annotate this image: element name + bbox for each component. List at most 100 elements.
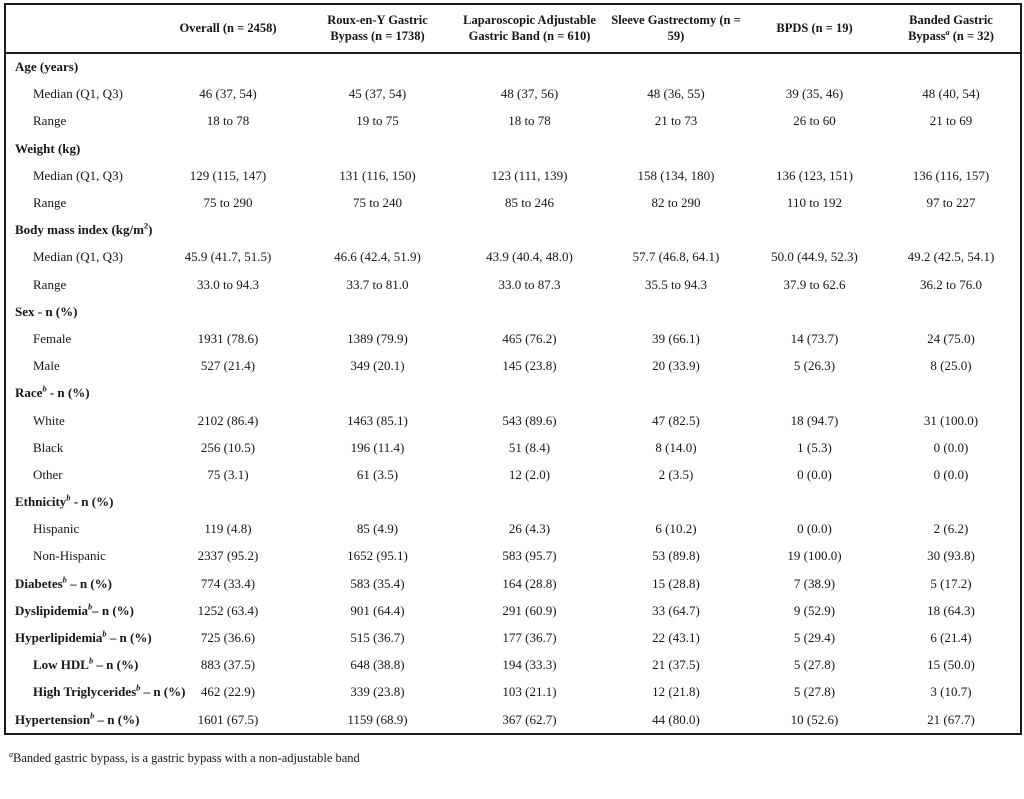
row-label: Median (Q1, Q3) [5, 162, 155, 189]
row-label: Diabetesb – n (%) [5, 570, 155, 597]
row-label: White [5, 407, 155, 434]
table-row: Median (Q1, Q3) 45.9 (41.7, 51.5) 46.6 (42… [5, 244, 1021, 271]
text-segment: Male [33, 358, 60, 374]
table-row: Other 75 (3.1) 61 (3.5) 12 (2.0) 2 (3.5) 0 (0… [5, 461, 1021, 488]
table-row: Raceb - n (%) [5, 380, 1021, 407]
table-cell: 46.6 (42.4, 51.9) [334, 249, 421, 265]
table-cell: 21 (37.5) [652, 657, 700, 673]
table-cell: 543 (89.6) [502, 412, 557, 428]
table-cell: 45 (37, 54) [348, 86, 407, 102]
table-row: Male 527 (21.4) 349 (20.1) 145 (23.8) 20 (33… [5, 353, 1021, 380]
text-segment: Low HDL [33, 657, 89, 673]
table-cell: 5 (27.8) [793, 684, 836, 700]
text-segment: Range [33, 113, 67, 129]
row-label: Male [5, 353, 155, 380]
table-cell: 33.0 to 94.3 [196, 276, 260, 292]
row-label: Hispanic [5, 516, 155, 543]
text-segment: Range [33, 195, 67, 211]
text-segment: Dyslipidemia [15, 602, 88, 618]
table-cell: 883 (37.5) [200, 657, 256, 673]
table-cell: 465 (76.2) [502, 330, 557, 346]
table-cell: 48 (40, 54) [922, 86, 980, 102]
text-segment: Median (Q1, Q3) [33, 249, 123, 265]
table-row: Dyslipidemiab– n (%) 1252 (63.4) 901 (64.4… [5, 597, 1021, 624]
table-cell: 26 (4.3) [508, 521, 551, 537]
table-cell: 75 to 240 [352, 195, 403, 211]
table-cell: 8 (14.0) [655, 439, 697, 455]
text-segment: Banded Gastric Bypass [908, 13, 993, 44]
text-segment: Female [33, 330, 72, 346]
text-segment: (n = 32) [949, 29, 994, 44]
table-cell: 901 (64.4) [350, 602, 405, 618]
table-cell: 48 (37, 56) [500, 86, 559, 102]
table-cell: 85 (4.9) [356, 521, 399, 537]
table-row: Age (years) [5, 53, 1021, 81]
text-segment: Range [33, 276, 67, 292]
text-segment: Diabetes [15, 575, 63, 591]
table-cell: 2 (6.2) [933, 521, 969, 537]
table-cell: 123 (111, 139) [491, 167, 568, 183]
text-segment: - n (%) [70, 494, 114, 510]
table-cell: 7 (38.9) [793, 575, 836, 591]
row-label: Range [5, 108, 155, 135]
table-cell: 39 (66.1) [652, 330, 700, 346]
text-segment: Black [33, 439, 64, 455]
paper-table-page: Overall (n = 2458) Roux-en-Y Gastric Bypa… [4, 3, 1022, 766]
table-cell: 35.5 to 94.3 [644, 276, 708, 292]
table-cell: 5 (29.4) [793, 630, 836, 646]
table-cell: 33 (64.7) [652, 602, 700, 618]
superscript-marker: 2 [143, 221, 149, 231]
table-row: Black 256 (10.5) 196 (11.4) 51 (8.4) 8 (14.0… [5, 434, 1021, 461]
table-cell: 291 (60.9) [502, 602, 557, 618]
table-cell: 339 (23.8) [350, 684, 405, 700]
table-cell: 5 (27.8) [793, 657, 836, 673]
row-label: Hypertensionb – n (%) [5, 706, 155, 734]
column-header: Laparoscopic Adjustable Gastric Band (n … [454, 4, 605, 54]
table-cell: 12 (21.8) [652, 684, 700, 700]
row-label: Female [5, 325, 155, 352]
table-cell: 33.7 to 81.0 [346, 276, 409, 292]
row-label: Sex - n (%) [5, 298, 1021, 325]
table-cell: 5 (26.3) [793, 358, 836, 374]
text-segment: Median (Q1, Q3) [33, 167, 123, 183]
table-cell: 9 (52.9) [793, 602, 836, 618]
table-row: Diabetesb – n (%) 774 (33.4) 583 (35.4) 164… [5, 570, 1021, 597]
row-label: Age (years) [5, 53, 1021, 81]
text-segment: Ethnicity [15, 494, 67, 510]
table-row: Body mass index (kg/m2) [5, 217, 1021, 244]
table-header-row: Overall (n = 2458) Roux-en-Y Gastric Bypa… [5, 4, 1021, 54]
table-cell: 349 (20.1) [350, 358, 405, 374]
row-label: High Triglyceridesb – n (%) [5, 679, 185, 706]
superscript-marker: b [102, 629, 107, 639]
text-segment: White [33, 412, 65, 428]
row-label: Raceb - n (%) [5, 380, 1021, 407]
header-empty-cell [5, 4, 155, 54]
table-row: Median (Q1, Q3) 46 (37, 54) 45 (37, 54) 48 … [5, 81, 1021, 108]
table-cell: 725 (36.6) [200, 630, 256, 646]
superscript-marker: b [90, 711, 95, 721]
row-label: Body mass index (kg/m2) [5, 217, 1021, 244]
table-row: Low HDLb – n (%) 883 (37.5) 648 (38.8) 194 … [5, 652, 1021, 679]
table-cell: 53 (89.8) [652, 548, 700, 564]
superscript-marker: b [42, 385, 47, 395]
text-segment: Roux-en-Y Gastric Bypass (n = 1738) [327, 13, 428, 44]
superscript-marker: b [66, 493, 71, 503]
table-cell: 583 (95.7) [502, 548, 557, 564]
table-cell: 2 (3.5) [658, 466, 694, 482]
row-label: Black [5, 434, 155, 461]
table-cell: 31 (100.0) [923, 412, 979, 428]
text-segment: Weight (kg) [15, 140, 81, 156]
table-cell: 51 (8.4) [508, 439, 551, 455]
table-cell: 129 (115, 147) [189, 167, 267, 183]
text-segment: Banded gastric bypass, is a gastric bypa… [13, 751, 360, 766]
table-body: Age (years) Median (Q1, Q3) 46 (37, 54) 45 … [5, 53, 1021, 735]
table-cell: 0 (0.0) [797, 521, 832, 537]
table-cell: 136 (123, 151) [776, 167, 853, 183]
table-cell: 49.2 (42.5, 54.1) [907, 249, 995, 265]
text-segment: Median (Q1, Q3) [33, 86, 123, 102]
column-header: Sleeve Gastrectomy (n = 59) [605, 4, 747, 54]
row-label: Range [5, 271, 155, 298]
table-row: Ethnicityb - n (%) [5, 489, 1021, 516]
text-segment: BPDS (n = 19) [776, 21, 853, 36]
column-header: Overall (n = 2458) [155, 4, 301, 54]
